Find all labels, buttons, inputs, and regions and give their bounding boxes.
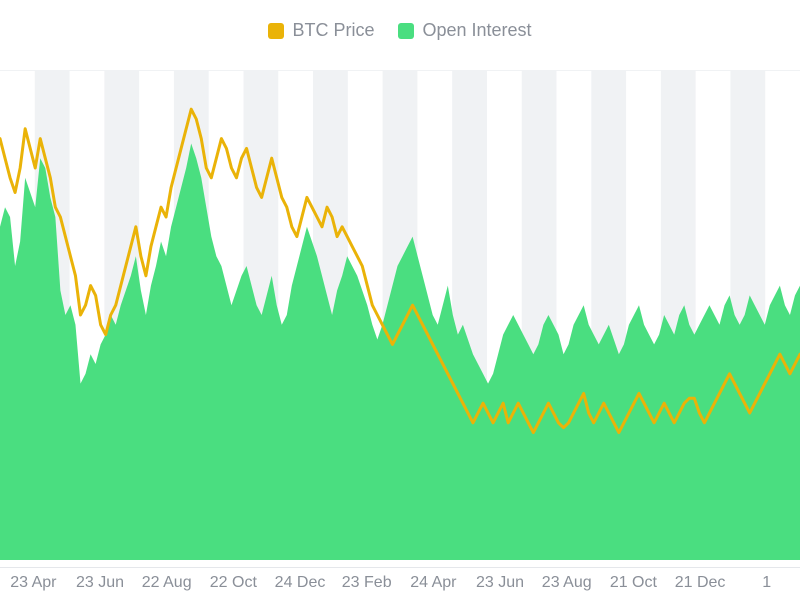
legend-label-oi: Open Interest xyxy=(422,20,531,41)
chart-container: BTC Price Open Interest 23 Apr23 Jun22 A… xyxy=(0,0,800,600)
x-axis-tick: 22 Aug xyxy=(133,574,200,592)
x-axis-tick: 21 Dec xyxy=(667,574,734,592)
x-axis-tick: 23 Aug xyxy=(533,574,600,592)
plot-svg xyxy=(0,70,800,560)
x-axis: 23 Apr23 Jun22 Aug22 Oct24 Dec23 Feb24 A… xyxy=(0,567,800,592)
x-axis-tick: 24 Apr xyxy=(400,574,467,592)
legend-item-oi: Open Interest xyxy=(398,20,531,41)
legend: BTC Price Open Interest xyxy=(0,20,800,41)
plot-area xyxy=(0,70,800,560)
x-axis-tick: 23 Jun xyxy=(67,574,134,592)
legend-swatch-btc xyxy=(268,23,284,39)
x-axis-tick: 24 Dec xyxy=(267,574,334,592)
x-axis-tick: 22 Oct xyxy=(200,574,267,592)
x-axis-tick: 23 Feb xyxy=(333,574,400,592)
legend-swatch-oi xyxy=(398,23,414,39)
x-axis-tick: 1 xyxy=(733,574,800,592)
x-axis-tick: 23 Apr xyxy=(0,574,67,592)
legend-item-btc: BTC Price xyxy=(268,20,374,41)
legend-label-btc: BTC Price xyxy=(292,20,374,41)
x-axis-tick: 23 Jun xyxy=(467,574,534,592)
x-axis-tick: 21 Oct xyxy=(600,574,667,592)
